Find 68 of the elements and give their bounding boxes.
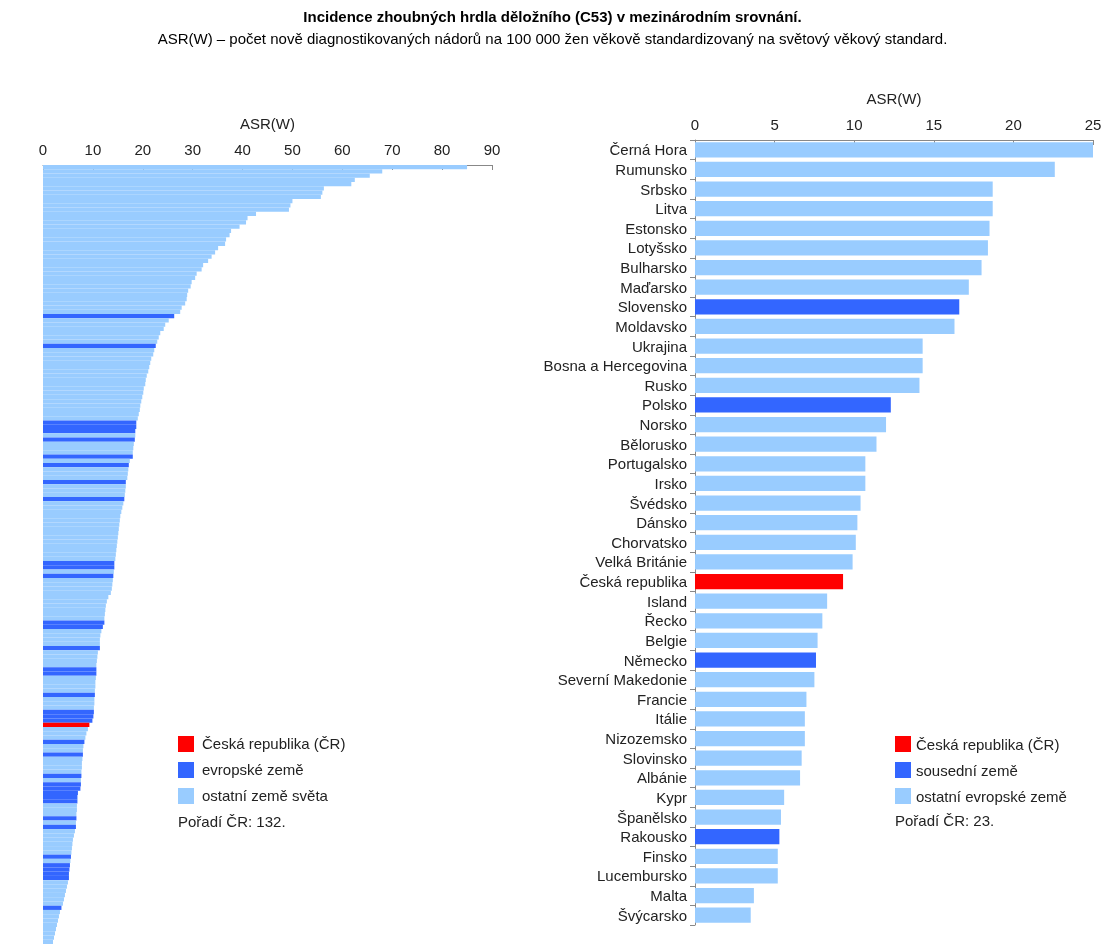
y-tick-label: Belgie (645, 631, 687, 649)
y-tick-label: Lotyšsko (627, 239, 687, 257)
y-tick-label: Švédsko (629, 494, 687, 512)
annotation: evropské země (202, 760, 304, 780)
y-tick-label: Španělsko (616, 808, 687, 826)
x-axis-title: ASR(W) (240, 115, 295, 132)
legend-label: ostatní evropské země (916, 787, 1067, 805)
x-tick-label: 15 (925, 116, 943, 133)
y-tick-label: Chorvatsko (611, 533, 687, 551)
x-tick-label: 0 (38, 141, 48, 158)
annotation: Pořadí ČR: 132. (178, 812, 286, 832)
legend-label: Česká republika (ČR) (916, 735, 1060, 753)
y-tick-label: Francie (636, 690, 687, 708)
y-tick-label: Polsko (641, 396, 687, 414)
y-tick-label: Moldavsko (615, 317, 687, 335)
y-tick-label: Malta (650, 887, 688, 905)
y-tick-label: Rumunsko (615, 160, 687, 178)
y-tick-label: Německo (623, 651, 687, 669)
x-tick-label: 20 (134, 141, 152, 158)
y-tick-label: Švýcarsko (617, 906, 687, 924)
y-tick-label: Rakousko (620, 828, 687, 846)
x-tick-label: 5 (770, 116, 779, 133)
y-tick-label: Slovinsko (622, 749, 687, 767)
legend-label: sousední země (916, 761, 1018, 779)
y-tick-label: Norsko (639, 416, 687, 434)
y-tick-label: Dánsko (636, 514, 687, 532)
y-tick-label: Nizozemsko (605, 730, 687, 748)
x-tick-label: 0 (690, 116, 700, 133)
y-tick-label: Kypr (656, 788, 687, 806)
x-tick-label: 10 (84, 141, 102, 158)
annotation: ostatní země světa (202, 786, 328, 806)
y-tick-label: Albánie (636, 769, 687, 787)
y-tick-label: Velká Británie (595, 553, 687, 571)
y-tick-label: Řecko (644, 612, 687, 630)
y-tick-label: Černá Hora (609, 141, 688, 159)
y-tick-label: Ukrajina (631, 337, 688, 355)
y-tick-label: Česká republika (579, 573, 688, 591)
annotation: Česká republika (ČR) (202, 734, 346, 754)
text: Incidence zhoubných hrdla děložního (C53) v mezinárodním srovnání. (302, 7, 803, 27)
annotation: Pořadí ČR: 23. (895, 812, 995, 829)
y-tick-label: Portugalsko (607, 455, 687, 473)
x-axis-title: ASR(W) (866, 90, 922, 107)
y-tick-label: Estonsko (625, 219, 687, 237)
x-tick-label: 25 (1084, 116, 1102, 133)
x-tick-label: 20 (1005, 116, 1022, 133)
x-tick-label: 70 (383, 141, 401, 158)
y-tick-label: Finsko (642, 847, 687, 865)
x-tick-label: 50 (284, 141, 301, 158)
x-tick-label: 80 (433, 141, 451, 158)
y-tick-label: Bulharsko (620, 259, 687, 277)
y-tick-label: Itálie (655, 710, 687, 728)
y-tick-label: Island (646, 592, 687, 610)
y-tick-label: Srbsko (640, 180, 687, 198)
y-tick-label: Irsko (654, 474, 687, 492)
y-tick-label: Bělorusko (620, 435, 687, 453)
x-tick-label: 40 (234, 141, 251, 158)
y-tick-label: Severní Makedonie (557, 671, 687, 689)
x-tick-label: 10 (845, 116, 863, 133)
y-tick-label: Rusko (644, 376, 687, 394)
y-tick-label: Lucembursko (596, 867, 687, 885)
text: ASR(W) – počet nově diagnostikovaných nádorů na 100 000 žen věkově standardizovaný na světový věkový standard. (156, 29, 949, 49)
y-tick-label: Maďarsko (620, 278, 687, 296)
y-tick-label: Slovensko (617, 298, 687, 316)
x-tick-label: 60 (333, 141, 351, 158)
y-tick-label: Litva (655, 200, 688, 218)
x-tick-label: 90 (483, 141, 501, 158)
x-tick-label: 30 (184, 141, 202, 158)
y-tick-label: Bosna a Hercegovina (543, 357, 688, 375)
